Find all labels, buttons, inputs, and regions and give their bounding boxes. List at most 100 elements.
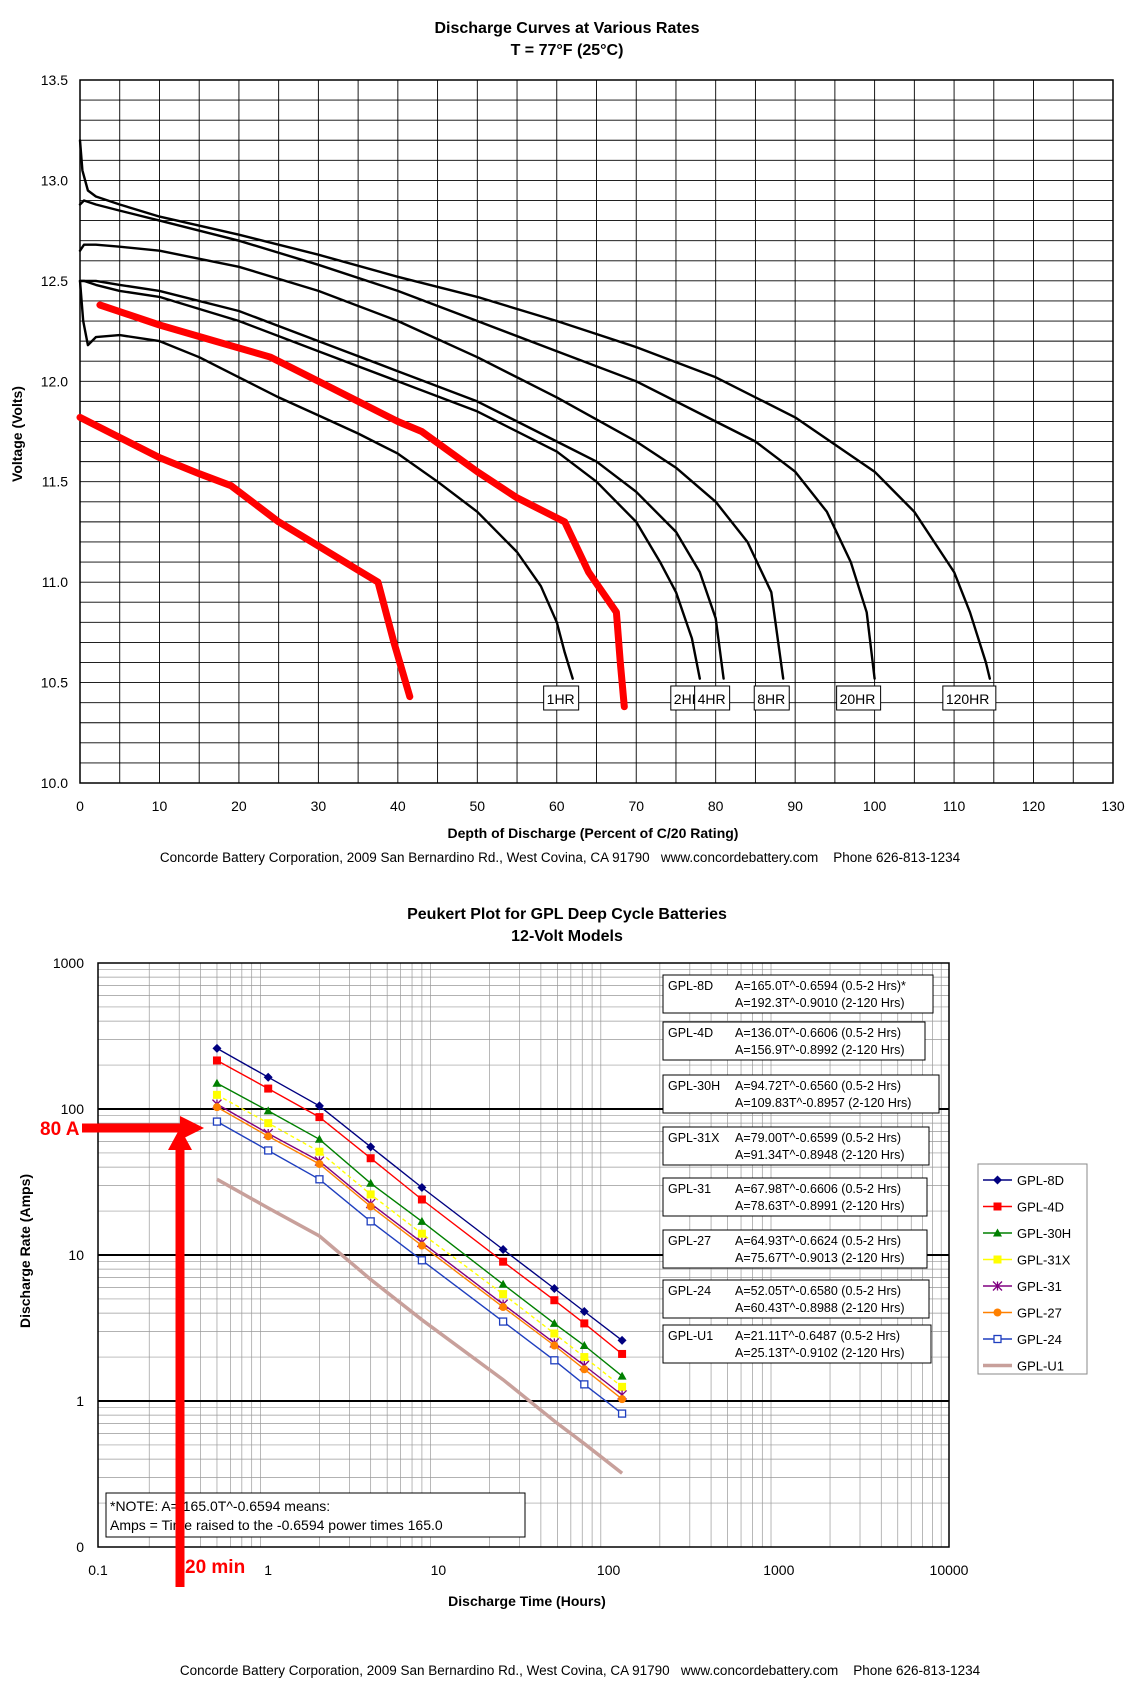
series-gpl-8d [212,1043,627,1345]
discharge-curve-8hr [78,243,785,680]
chart1-grid [79,79,1114,784]
data-point-marker [417,1229,426,1238]
equation-model: GPL-8D [668,979,713,993]
curve-label-box [836,685,882,711]
equation-box-gpl-31x: GPL-31X A=79.00T^-0.6599 (0.5-2 Hrs) A=91.… [662,1126,930,1166]
equation-line-2: A=156.9T^-0.8992 (2-120 Hrs) [735,1043,905,1057]
data-point-marker [617,1409,627,1418]
data-point-marker [617,1335,627,1345]
x-tick-label: 90 [787,798,803,814]
data-point-marker [550,1329,559,1338]
data-point-marker [366,1217,375,1226]
data-point-marker [264,1132,273,1141]
chart2-annotation: 80 A 20 min [40,1116,245,1587]
highlight-curve [96,301,628,711]
discharge-curve-120hr [78,139,991,680]
equation-box-frame [662,1126,930,1166]
data-point-marker [366,1190,375,1199]
y-tick-label: 0 [76,1539,84,1555]
equation-box-frame [662,1074,940,1114]
data-point-marker [549,1318,559,1327]
equation-model: GPL-31X [668,1131,720,1145]
data-point-marker [366,1142,376,1152]
data-point-marker [618,1349,627,1358]
equation-box-gpl-30h: GPL-30H A=94.72T^-0.6560 (0.5-2 Hrs) A=109… [662,1074,940,1114]
data-point-marker [993,1202,1002,1211]
x-tick-label: 50 [470,798,486,814]
chart2-tick-labels: 0.1 1 10 100 1000 10000 0 1 10 100 1000 [53,955,969,1578]
curve-label-8hr: 8HR [757,691,785,707]
curve-label-box [543,685,580,711]
y-tick-label: 10.0 [41,775,68,791]
equation-line-2: A=60.43T^-0.8988 (2-120 Hrs) [735,1301,905,1315]
equation-model: GPL-U1 [668,1329,713,1343]
legend-frame [977,1163,1088,1375]
series-gpl-24 [212,1117,627,1418]
legend-label: GPL-31 [1017,1279,1062,1294]
x-tick-label: 100 [863,798,887,814]
curve-label-20hr: 20HR [840,691,876,707]
data-point-marker [550,1341,559,1350]
equation-model: GPL-30H [668,1079,720,1093]
x-tick-label: 1000 [763,1562,794,1578]
legend-label: GPL-27 [1017,1306,1062,1321]
legend-item-gpl-u1: GPL-U1 [983,1359,1064,1374]
data-point-marker [499,1257,508,1266]
equation-line-1: A=165.0T^-0.6594 (0.5-2 Hrs)* [735,979,906,993]
y-tick-label: 10.5 [41,675,68,691]
data-point-marker [993,1175,1002,1185]
data-point-marker [264,1146,273,1155]
data-point-marker [417,1216,427,1225]
equation-line-2: A=91.34T^-0.8948 (2-120 Hrs) [735,1148,905,1162]
equation-box-gpl-4d: GPL-4D A=136.0T^-0.6606 (0.5-2 Hrs) A=156.… [662,1021,926,1061]
chart1-series [76,139,991,711]
data-point-marker [264,1119,273,1128]
x-tick-label: 0.1 [88,1562,108,1578]
data-point-marker [993,1228,1002,1237]
data-point-marker [498,1245,508,1255]
y-tick-label: 12.0 [41,373,68,389]
y-tick-label: 1 [76,1393,84,1409]
equation-box-gpl-24: GPL-24 A=52.05T^-0.6580 (0.5-2 Hrs) A=60.4… [662,1279,930,1319]
equation-box-frame [662,1021,926,1061]
data-point-marker [992,1281,1003,1291]
legend-item-gpl-8d: GPL-8D [983,1173,1064,1188]
equation-model: GPL-4D [668,1026,713,1040]
x-tick-label: 130 [1101,798,1125,814]
x-tick-label: 0 [76,798,84,814]
x-tick-label: 40 [390,798,406,814]
equation-box-gpl-u1: GPL-U1 A=21.11T^-0.6487 (0.5-2 Hrs) A=25.1… [662,1324,932,1364]
data-point-marker [212,1078,222,1087]
data-point-marker [499,1303,508,1312]
discharge-curves-chart: Discharge Curves at Various Rates T = 77… [9,20,1125,865]
equation-box-gpl-8d: GPL-8D A=165.0T^-0.6594 (0.5-2 Hrs)* A=192… [662,974,934,1014]
x-tick-label: 70 [628,798,644,814]
y-tick-label: 11.0 [42,574,68,590]
data-point-marker [993,1255,1002,1264]
legend-label: GPL-30H [1017,1226,1071,1241]
data-point-marker [315,1113,324,1122]
series-line [216,1177,624,1475]
data-point-marker [580,1319,589,1328]
series-gpl-31 [212,1099,628,1400]
data-point-marker [417,1182,427,1192]
x-tick-label: 10 [431,1562,447,1578]
data-point-marker [212,1103,221,1112]
legend-label: GPL-8D [1017,1173,1064,1188]
data-point-marker [417,1256,427,1265]
legend-item-gpl-24: GPL-24 [983,1332,1062,1347]
equation-box-gpl-31: GPL-31 A=67.98T^-0.6606 (0.5-2 Hrs) A=78.6… [662,1177,928,1217]
data-point-marker [618,1395,627,1404]
chart2-x-axis-title: Discharge Time (Hours) [448,1593,606,1609]
y-tick-label: 13.0 [41,172,68,188]
chart1-plot-frame [79,79,1114,784]
series-line [216,1106,623,1400]
equation-model: GPL-31 [668,1182,711,1196]
chart2-series [212,1043,628,1475]
series-line [216,1059,623,1355]
discharge-curve-4hr [78,279,725,680]
data-point-marker [315,1147,324,1156]
equation-line-2: A=109.83T^-0.8957 (2-120 Hrs) [735,1096,911,1110]
chart1-x-axis-title: Depth of Discharge (Percent of C/20 Rati… [448,825,739,841]
